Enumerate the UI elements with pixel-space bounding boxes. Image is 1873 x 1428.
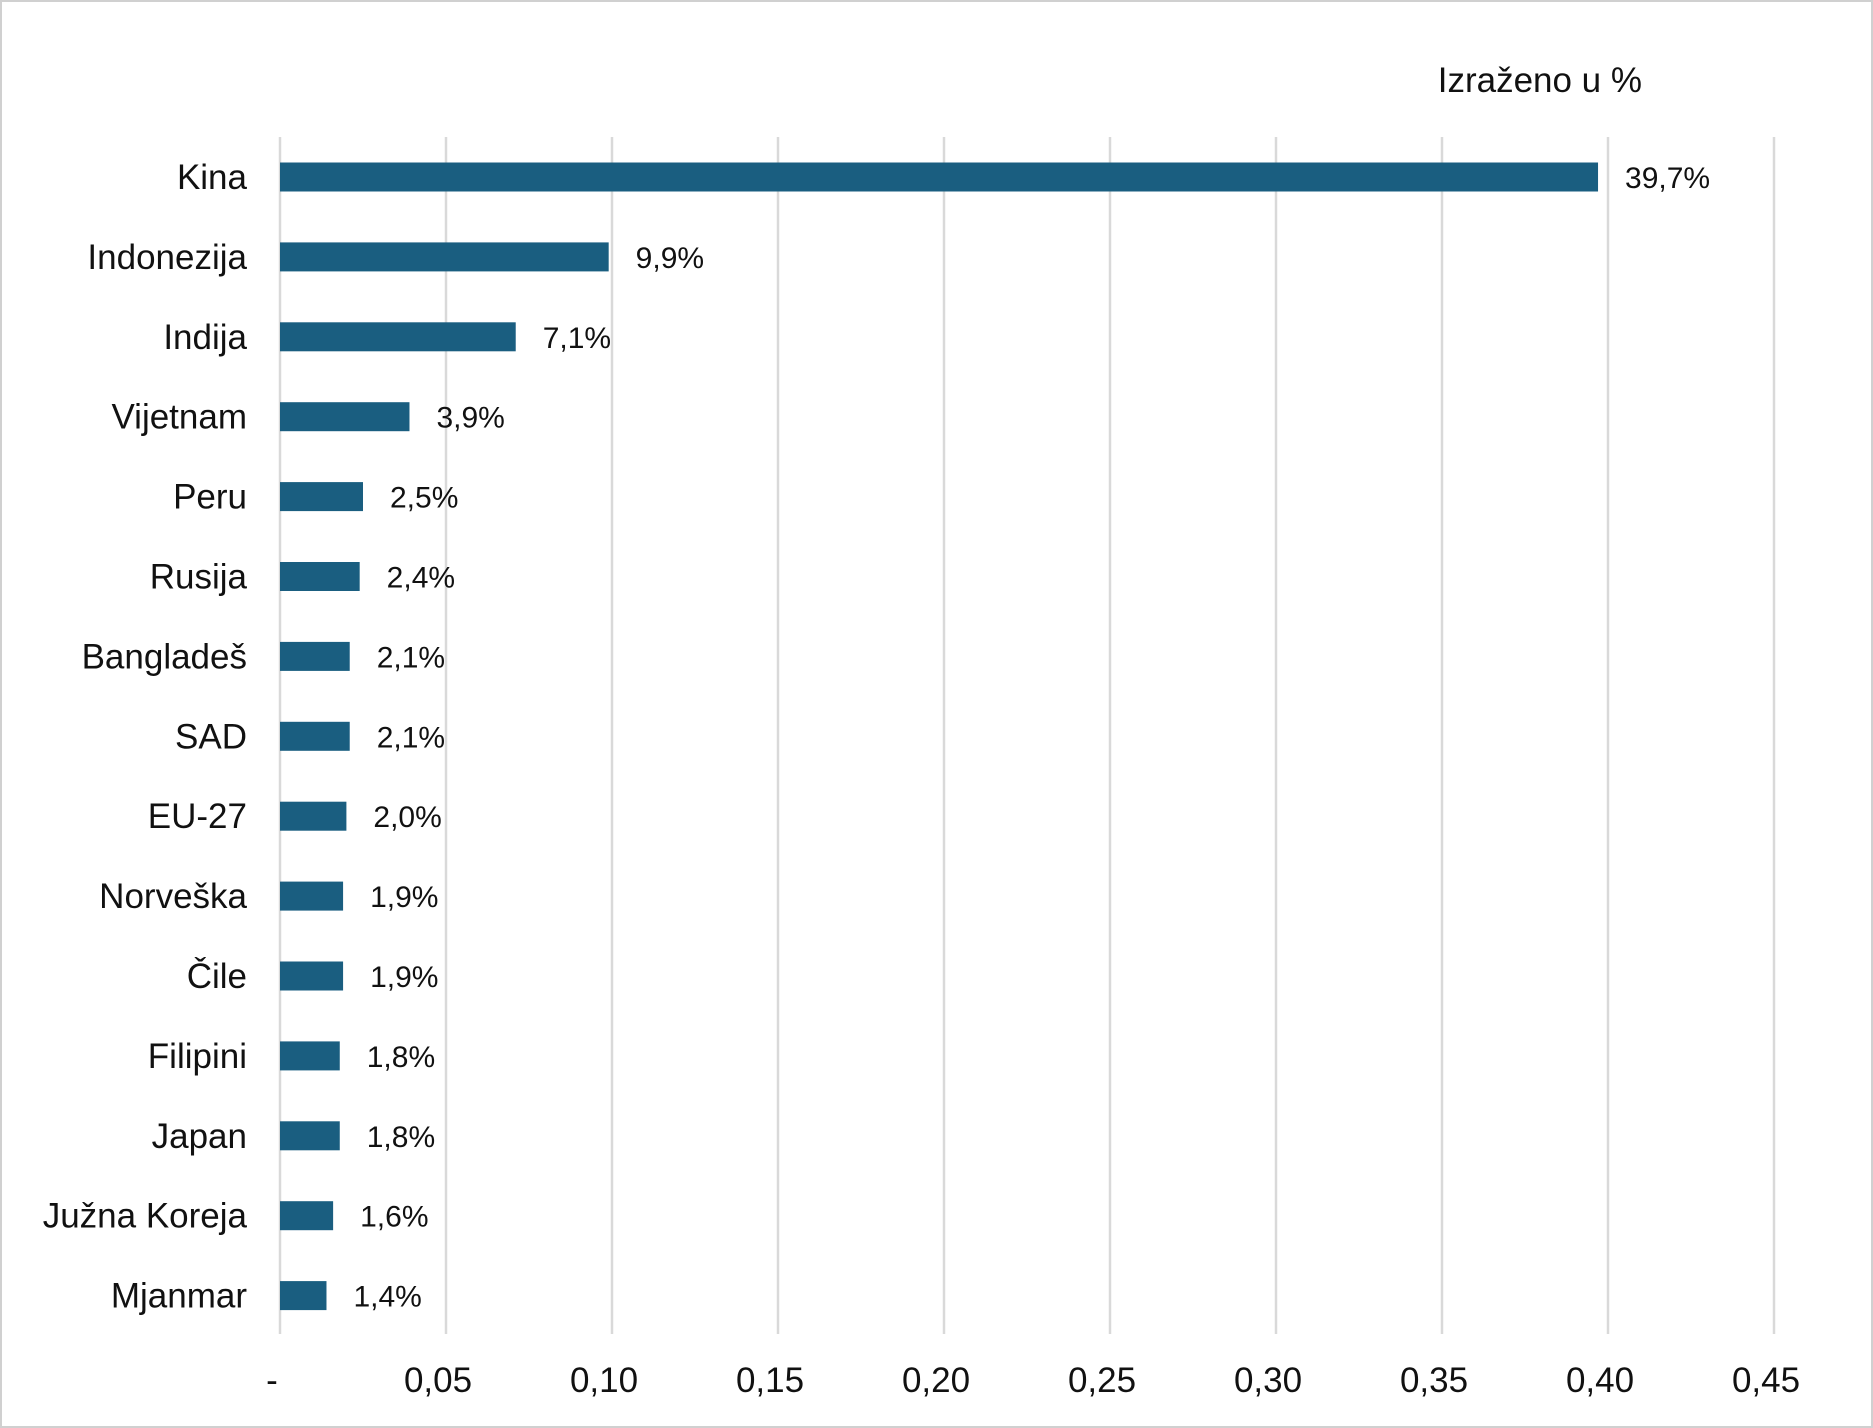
bar [280, 482, 363, 512]
data-label: 1,8% [367, 1121, 435, 1154]
bar [280, 1041, 340, 1071]
bar [280, 402, 410, 432]
data-label: 39,7% [1625, 162, 1710, 195]
x-tick-label: 0,10 [570, 1361, 638, 1400]
category-label: Čile [187, 957, 247, 996]
x-tick-label: 0,35 [1400, 1361, 1468, 1400]
category-label: EU-27 [148, 797, 247, 836]
category-labels: Kina Indonezija Indija Vijetnam Peru Rusija Ba… [43, 158, 248, 1316]
x-tick-label: 0,15 [736, 1361, 804, 1400]
category-label: Peru [173, 478, 247, 517]
category-label: Kina [177, 158, 248, 197]
bar [280, 1281, 327, 1311]
data-label: 2,1% [377, 641, 445, 674]
category-label: Filipini [148, 1037, 247, 1076]
data-labels: 39,7% 9,9% 7,1% 3,9% 2,5% 2,4% 2,1% 2,1% 2,0% 1,9… [353, 162, 1710, 1314]
x-tick-label: 0,20 [902, 1361, 970, 1400]
data-label: 1,4% [353, 1281, 421, 1314]
x-tick-label: 0,30 [1234, 1361, 1302, 1400]
bar [280, 881, 344, 911]
data-label: 7,1% [543, 322, 611, 355]
bar [280, 801, 347, 831]
category-label: Japan [152, 1117, 247, 1156]
x-tick-label: 0,05 [404, 1361, 472, 1400]
x-tick-label: 0,25 [1068, 1361, 1136, 1400]
data-label: 1,6% [360, 1201, 428, 1234]
bar [280, 1121, 340, 1151]
category-label: Bangladeš [82, 637, 247, 676]
x-tick-labels: - 0,05 0,10 0,15 0,20 0,25 0,30 0,35 0,40 0,45 [266, 1361, 1800, 1400]
data-label: 2,4% [387, 562, 455, 595]
bar [280, 162, 1599, 192]
bar [280, 961, 344, 991]
category-label: Rusija [150, 558, 248, 597]
category-label: SAD [175, 717, 247, 756]
category-label: Južna Koreja [43, 1197, 248, 1236]
data-label: 2,1% [377, 721, 445, 754]
x-tick-label: - [266, 1361, 278, 1400]
category-label: Mjanmar [111, 1277, 247, 1316]
data-label: 3,9% [436, 402, 504, 435]
data-label: 2,5% [390, 482, 458, 515]
bar [280, 641, 350, 671]
gridlines [278, 137, 1776, 1334]
data-label: 1,9% [370, 961, 438, 994]
x-tick-label: 0,40 [1566, 1361, 1634, 1400]
data-label: 1,8% [367, 1041, 435, 1074]
bars [280, 162, 1599, 1311]
unit-note: Izraženo u % [1438, 61, 1642, 100]
bar [280, 562, 360, 591]
bar [280, 721, 350, 751]
bar [280, 1201, 334, 1231]
category-label: Indija [163, 318, 247, 357]
category-label: Vijetnam [111, 398, 247, 437]
data-label: 1,9% [370, 881, 438, 914]
bar [280, 242, 609, 272]
data-label: 9,9% [636, 242, 704, 275]
bar [280, 322, 516, 352]
x-tick-label: 0,45 [1732, 1361, 1800, 1400]
category-label: Indonezija [87, 238, 247, 277]
data-label: 2,0% [373, 801, 441, 834]
category-label: Norveška [99, 877, 247, 916]
